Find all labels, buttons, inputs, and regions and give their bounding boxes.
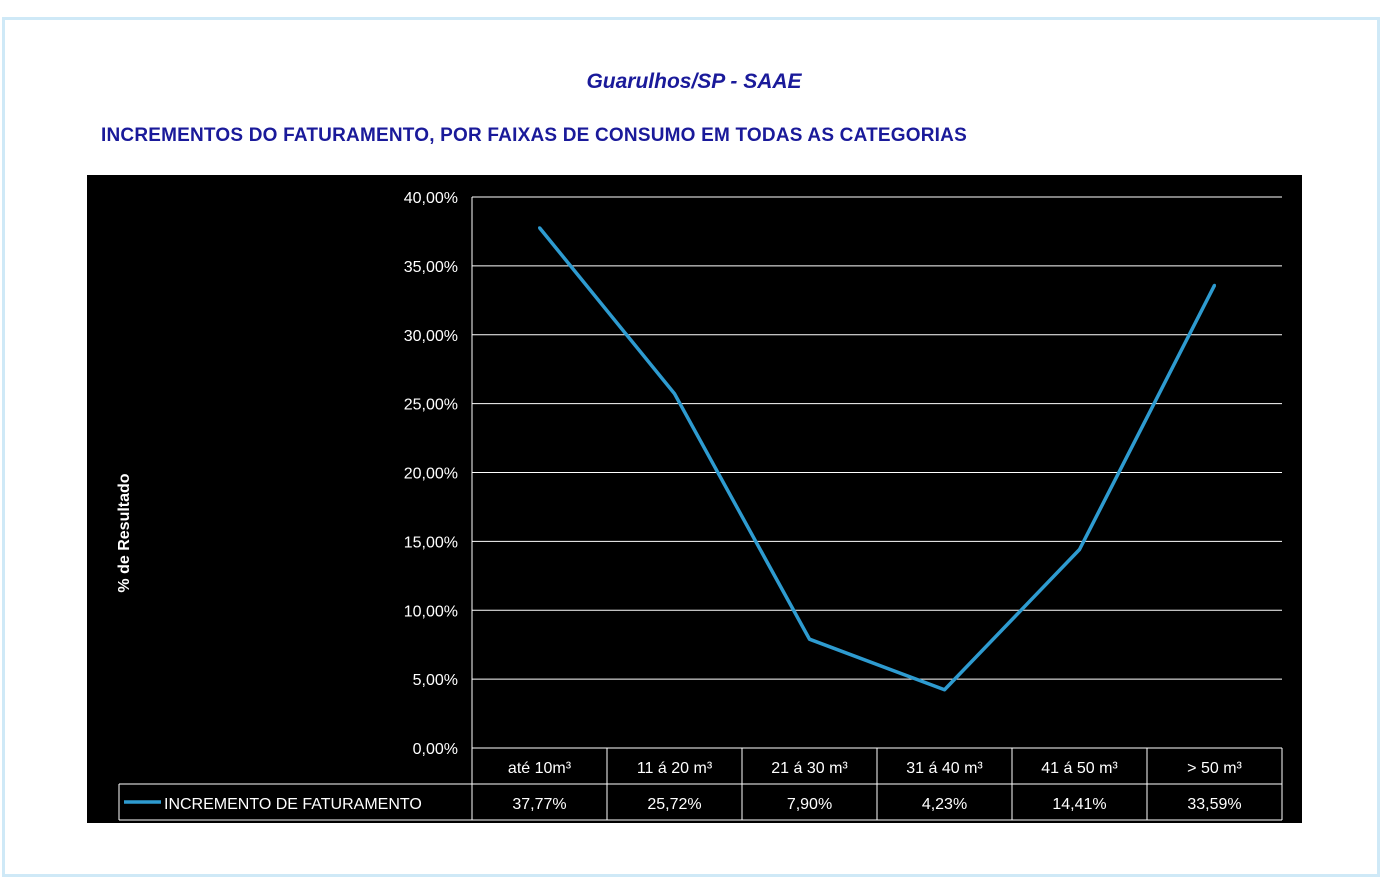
data-point xyxy=(1078,548,1081,552)
data-point xyxy=(808,637,811,641)
y-tick-label: 0,00% xyxy=(413,741,458,758)
chart-title: INCREMENTOS DO FATURAMENTO, POR FAIXAS D… xyxy=(101,125,967,146)
series-line-path xyxy=(538,226,1217,692)
data-point xyxy=(943,688,946,692)
data-point xyxy=(673,392,676,396)
x-tick-label: > 50 m³ xyxy=(1187,760,1242,777)
y-tick-label: 5,00% xyxy=(413,672,458,689)
x-tick-label: 41 á 50 m³ xyxy=(1041,760,1118,777)
data-label: 25,72% xyxy=(647,796,701,813)
data-label: 7,90% xyxy=(787,796,832,813)
y-tick-label: 15,00% xyxy=(404,534,458,551)
data-label: 33,59% xyxy=(1187,796,1241,813)
data-label: 14,41% xyxy=(1052,796,1106,813)
data-label: 4,23% xyxy=(922,796,967,813)
y-tick-label: 20,00% xyxy=(404,466,458,483)
x-tick-label: 21 á 30 m³ xyxy=(771,760,848,777)
series-line xyxy=(538,226,1217,692)
chart-area: 0,00% 5,00% 10,00% 15,00% 20,00% 25,00% 30,00%… xyxy=(87,175,1302,823)
line-chart: 0,00% 5,00% 10,00% 15,00% 20,00% 25,00% 30,00%… xyxy=(116,190,1283,821)
data-point xyxy=(538,226,541,230)
y-axis-label: % de Resultado xyxy=(116,473,133,592)
y-tick-label: 30,00% xyxy=(404,328,458,345)
x-tick-label: 31 á 40 m³ xyxy=(906,760,983,777)
x-tick-label: até 10m³ xyxy=(508,760,572,777)
x-tick-label: 11 á 20 m³ xyxy=(637,760,713,777)
data-label: 37,77% xyxy=(512,796,566,813)
y-tick-label: 10,00% xyxy=(404,603,458,620)
y-tick-label: 25,00% xyxy=(404,397,458,414)
chart-subtitle: Guarulhos/SP - SAAE xyxy=(586,70,802,93)
y-tick-label: 35,00% xyxy=(404,259,458,276)
data-point xyxy=(1213,283,1216,287)
y-axis-ticks: 0,00% 5,00% 10,00% 15,00% 20,00% 25,00% 30,00%… xyxy=(404,190,458,758)
y-tick-label: 40,00% xyxy=(404,190,458,207)
legend-label: INCREMENTO DE FATURAMENTO xyxy=(164,796,422,813)
data-table: até 10m³ 37,77% 11 á 20 m³ 25,72% 21 á 30 m³… xyxy=(118,747,1283,821)
